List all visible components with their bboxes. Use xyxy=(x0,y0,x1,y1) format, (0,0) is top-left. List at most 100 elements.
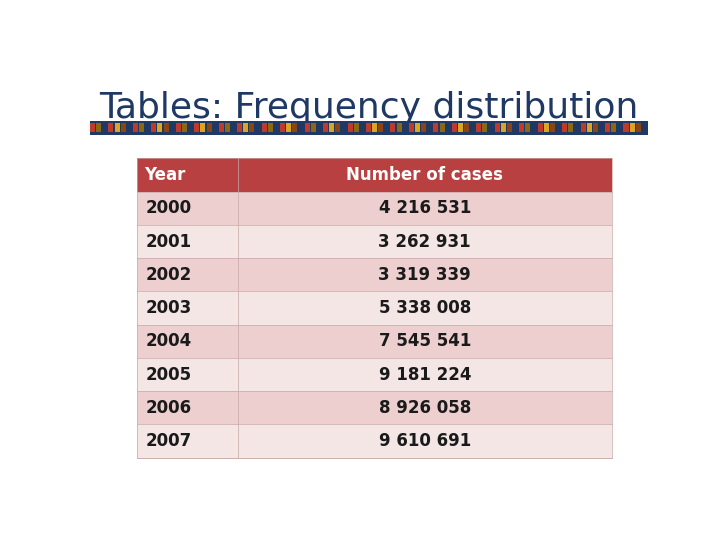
Bar xyxy=(513,124,518,132)
Bar xyxy=(464,124,469,132)
Bar xyxy=(121,124,126,132)
Bar xyxy=(151,124,156,132)
Bar xyxy=(145,124,150,132)
Bar xyxy=(102,124,107,132)
Text: 2005: 2005 xyxy=(145,366,192,383)
Bar xyxy=(427,124,432,132)
Bar xyxy=(421,124,426,132)
Bar xyxy=(439,124,444,132)
Bar xyxy=(243,124,248,132)
Bar xyxy=(158,124,163,132)
Text: Number of cases: Number of cases xyxy=(346,166,503,184)
Bar xyxy=(575,124,580,132)
Bar xyxy=(280,124,285,132)
Bar xyxy=(114,124,120,132)
Bar xyxy=(274,124,279,132)
Bar xyxy=(138,292,612,325)
Text: 9 610 691: 9 610 691 xyxy=(379,432,471,450)
Text: Tables: Frequency distribution: Tables: Frequency distribution xyxy=(99,91,639,125)
Bar xyxy=(305,124,310,132)
Bar xyxy=(329,124,334,132)
Text: 2001: 2001 xyxy=(145,233,192,251)
Bar xyxy=(317,124,322,132)
Bar xyxy=(526,124,531,132)
Bar xyxy=(182,124,187,132)
Bar xyxy=(402,124,408,132)
Bar xyxy=(538,124,543,132)
Bar xyxy=(360,124,365,132)
Bar xyxy=(580,124,585,132)
Bar xyxy=(568,124,573,132)
Bar xyxy=(397,124,402,132)
Bar xyxy=(451,124,456,132)
Bar xyxy=(562,124,567,132)
Bar xyxy=(188,124,193,132)
Bar xyxy=(138,192,612,225)
Bar xyxy=(299,124,304,132)
Bar xyxy=(624,124,629,132)
Text: 2002: 2002 xyxy=(145,266,192,284)
Bar xyxy=(133,124,138,132)
Bar xyxy=(96,124,101,132)
Text: 7 545 541: 7 545 541 xyxy=(379,332,471,350)
Bar xyxy=(446,124,451,132)
Bar xyxy=(138,258,612,292)
Text: 2000: 2000 xyxy=(145,199,192,217)
Bar xyxy=(138,424,612,458)
Bar xyxy=(311,124,316,132)
Text: 4 216 531: 4 216 531 xyxy=(379,199,471,217)
Bar xyxy=(636,124,641,132)
Bar xyxy=(292,124,297,132)
Bar xyxy=(556,124,561,132)
Bar xyxy=(261,124,266,132)
Bar xyxy=(470,124,475,132)
Text: 2007: 2007 xyxy=(145,432,192,450)
Bar xyxy=(256,124,261,132)
Bar xyxy=(629,124,634,132)
Bar xyxy=(138,358,612,391)
Bar xyxy=(138,225,612,258)
Bar xyxy=(348,124,353,132)
Bar xyxy=(390,124,395,132)
Bar xyxy=(90,121,648,135)
Text: 5 338 008: 5 338 008 xyxy=(379,299,471,317)
Bar xyxy=(495,124,500,132)
Bar xyxy=(219,124,224,132)
Text: Year: Year xyxy=(144,166,186,184)
Bar xyxy=(378,124,383,132)
Bar xyxy=(323,124,328,132)
Text: 2003: 2003 xyxy=(145,299,192,317)
Bar xyxy=(127,124,132,132)
Bar xyxy=(489,124,494,132)
Bar xyxy=(531,124,536,132)
Bar xyxy=(231,124,236,132)
Bar xyxy=(212,124,217,132)
Text: 8 926 058: 8 926 058 xyxy=(379,399,471,417)
Text: 9 181 224: 9 181 224 xyxy=(379,366,471,383)
Bar xyxy=(138,391,612,424)
Bar xyxy=(409,124,414,132)
Bar xyxy=(225,124,230,132)
Bar xyxy=(109,124,114,132)
Bar xyxy=(138,325,612,358)
Bar xyxy=(501,124,506,132)
Bar xyxy=(249,124,254,132)
Bar xyxy=(138,158,612,458)
Bar xyxy=(336,124,341,132)
Text: 2004: 2004 xyxy=(145,332,192,350)
Bar xyxy=(458,124,463,132)
Bar xyxy=(268,124,273,132)
Bar xyxy=(415,124,420,132)
Bar xyxy=(366,124,371,132)
Bar xyxy=(194,124,199,132)
Bar xyxy=(507,124,512,132)
Bar xyxy=(611,124,616,132)
Bar xyxy=(90,124,95,132)
Bar xyxy=(605,124,610,132)
Bar xyxy=(593,124,598,132)
Bar xyxy=(544,124,549,132)
Bar xyxy=(287,124,292,132)
Bar xyxy=(550,124,555,132)
Bar xyxy=(372,124,377,132)
Bar xyxy=(237,124,242,132)
